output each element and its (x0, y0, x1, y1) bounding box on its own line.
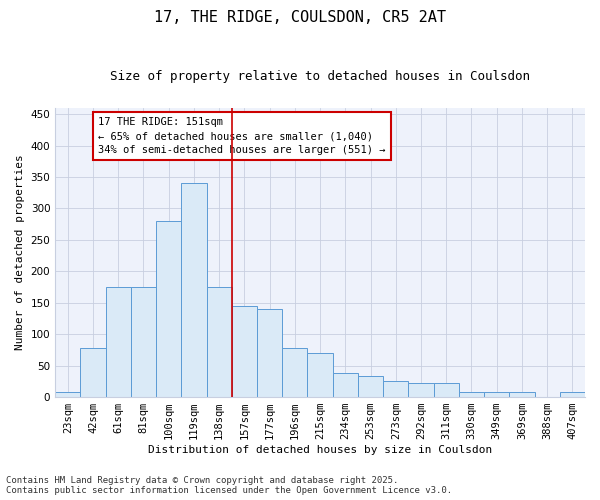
Bar (80, 348, 106, 397)
Text: 17 THE RIDGE: 151sqm
← 65% of detached houses are smaller (1,040)
34% of semi-de: 17 THE RIDGE: 151sqm ← 65% of detached h… (98, 117, 386, 155)
Bar (206, 287, 232, 397)
Bar (409, 383, 434, 397)
Bar (358, 376, 383, 397)
Bar (232, 306, 257, 397)
Bar (434, 383, 459, 397)
Bar (156, 221, 181, 397)
Bar (484, 392, 509, 397)
Bar (307, 353, 332, 397)
Bar (257, 309, 282, 397)
Bar (131, 287, 156, 397)
Bar (282, 348, 307, 397)
Y-axis label: Number of detached properties: Number of detached properties (15, 154, 25, 350)
Bar (509, 392, 535, 397)
Text: 17, THE RIDGE, COULSDON, CR5 2AT: 17, THE RIDGE, COULSDON, CR5 2AT (154, 10, 446, 25)
Bar (383, 380, 409, 397)
Title: Size of property relative to detached houses in Coulsdon: Size of property relative to detached ho… (110, 70, 530, 83)
Bar (55, 392, 80, 397)
Text: Contains HM Land Registry data © Crown copyright and database right 2025.
Contai: Contains HM Land Registry data © Crown c… (6, 476, 452, 495)
Bar (332, 373, 358, 397)
Bar (106, 287, 131, 397)
Bar (560, 392, 585, 397)
X-axis label: Distribution of detached houses by size in Coulsdon: Distribution of detached houses by size … (148, 445, 492, 455)
Bar (181, 183, 206, 397)
Bar (459, 392, 484, 397)
